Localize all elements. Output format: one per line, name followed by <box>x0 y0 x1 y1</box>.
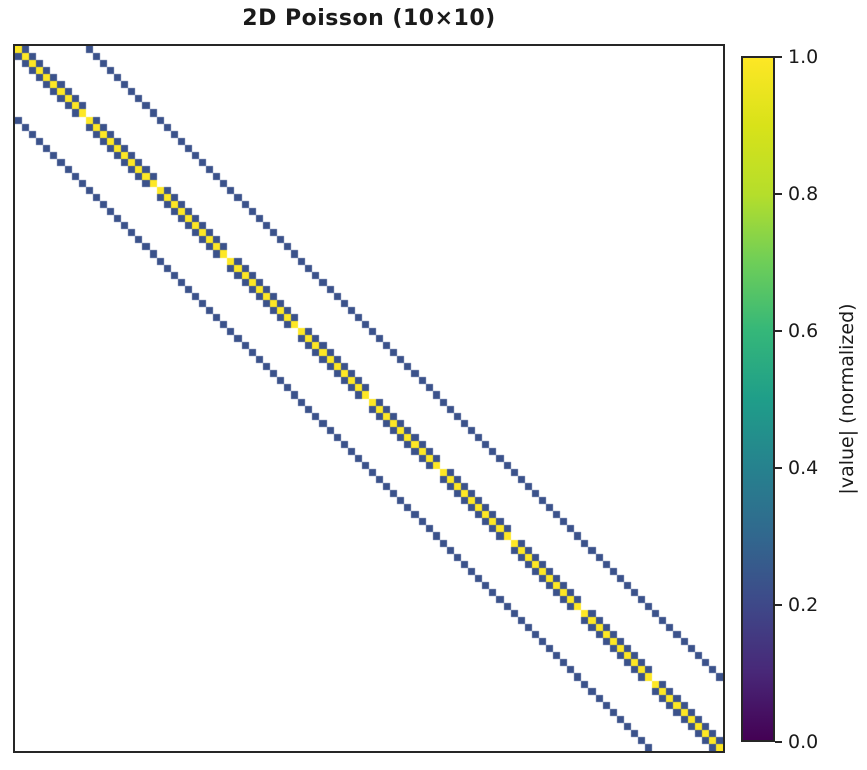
colorbar-gradient <box>741 56 775 742</box>
colorbar-tick-label: 0.4 <box>788 457 819 479</box>
colorbar-axis-label: |value| (normalized) <box>836 303 858 495</box>
colorbar-tick-label: 0.0 <box>788 731 819 753</box>
colorbar-tickmark <box>775 56 782 58</box>
colorbar-tickmark <box>775 467 782 469</box>
colorbar-tickmark <box>775 193 782 195</box>
colorbar-tickmark <box>775 604 782 606</box>
sparse-matrix-heatmap <box>15 46 723 751</box>
colorbar-tickmark <box>775 330 782 332</box>
colorbar-tick-label: 0.8 <box>788 183 819 205</box>
chart-title: 2D Poisson (10×10) <box>242 6 496 31</box>
colorbar-tickmark <box>775 741 782 743</box>
colorbar-tick-label: 1.0 <box>788 46 819 68</box>
colorbar-tick-label: 0.6 <box>788 320 819 342</box>
colorbar-tick-label: 0.2 <box>788 594 819 616</box>
matrix-plot-area <box>13 44 725 753</box>
